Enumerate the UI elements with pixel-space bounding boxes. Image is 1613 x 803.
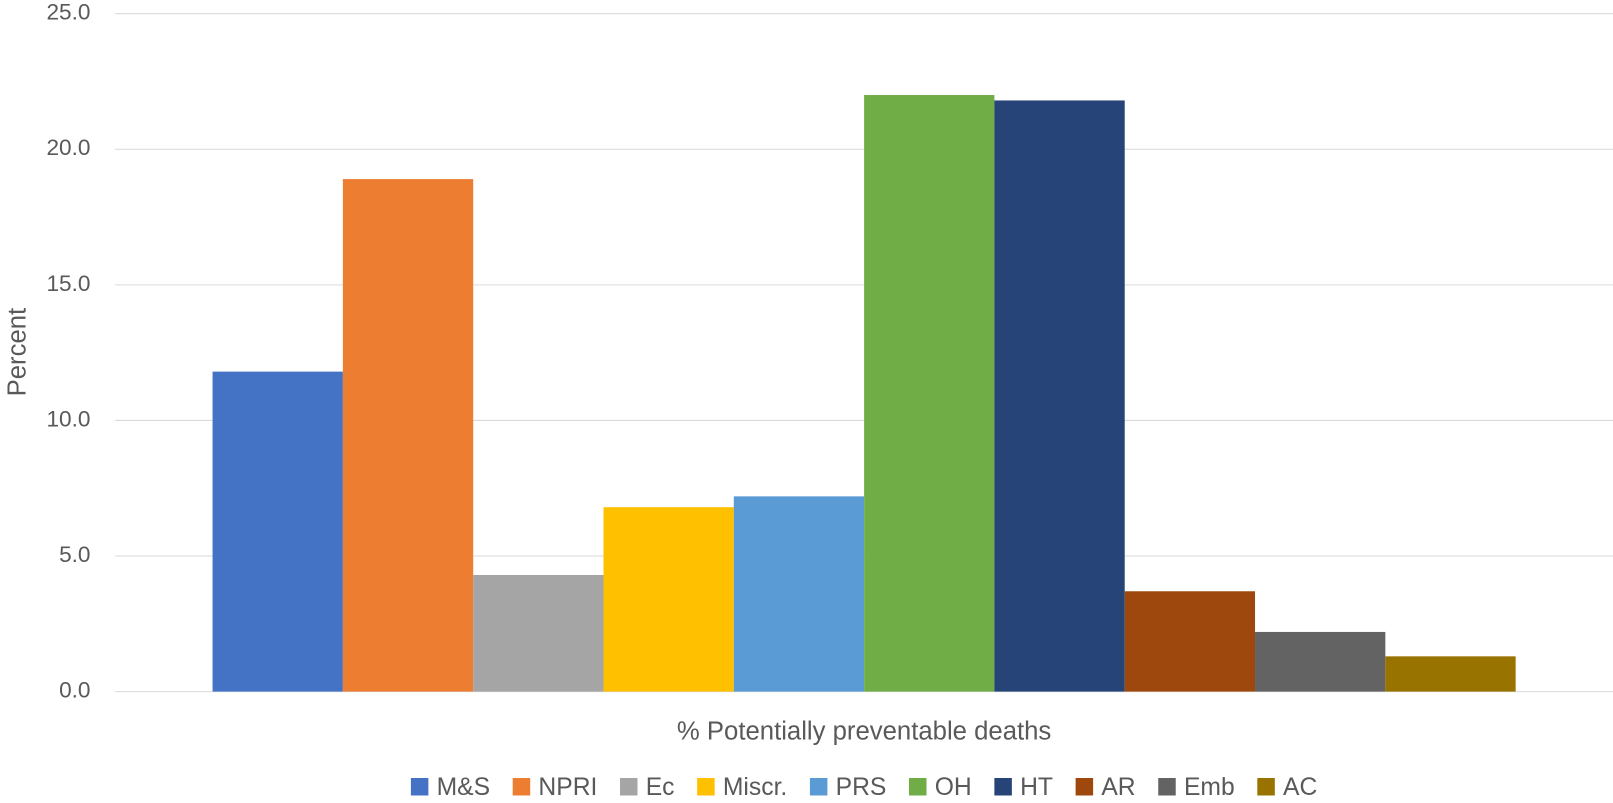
legend-swatch: [994, 778, 1012, 796]
legend-swatch: [620, 778, 638, 796]
x-axis-label: % Potentially preventable deaths: [677, 718, 1051, 746]
legend-label: M&S: [437, 774, 490, 801]
legend-swatch: [1257, 778, 1275, 796]
bar: [342, 179, 474, 692]
legend-label: Emb: [1184, 774, 1235, 801]
bar: [733, 496, 865, 692]
bar: [212, 371, 343, 692]
legend-label: PRS: [836, 774, 887, 801]
legend-swatch: [809, 778, 828, 796]
y-tick-label: 5.0: [59, 542, 90, 567]
legend-label: AR: [1101, 774, 1135, 801]
y-axis-label: Percent: [3, 308, 31, 397]
bar: [1255, 631, 1386, 692]
y-tick-label: 20.0: [46, 135, 90, 160]
y-tick-label: 15.0: [46, 271, 90, 296]
legend-swatch: [1075, 778, 1094, 796]
bar: [603, 507, 734, 692]
legend-swatch: [512, 778, 531, 796]
bar: [1385, 656, 1516, 692]
legend-label: OH: [935, 774, 972, 801]
bar: [1124, 591, 1256, 692]
y-tick-label: 0.0: [59, 678, 90, 703]
y-tick-label: 25.0: [46, 0, 90, 25]
legend-label: Miscr.: [723, 774, 787, 801]
legend-swatch: [697, 778, 715, 796]
bar: [473, 574, 604, 692]
legend-label: HT: [1020, 774, 1053, 801]
bar: [864, 95, 995, 692]
legend-label: NPRI: [538, 774, 597, 801]
legend-label: AC: [1283, 774, 1317, 801]
legend-swatch: [909, 778, 927, 796]
legend-swatch: [1158, 778, 1176, 796]
legend-label: Ec: [646, 774, 675, 801]
bar: [994, 100, 1125, 692]
y-tick-label: 10.0: [46, 406, 90, 431]
legend-swatch: [410, 778, 429, 796]
